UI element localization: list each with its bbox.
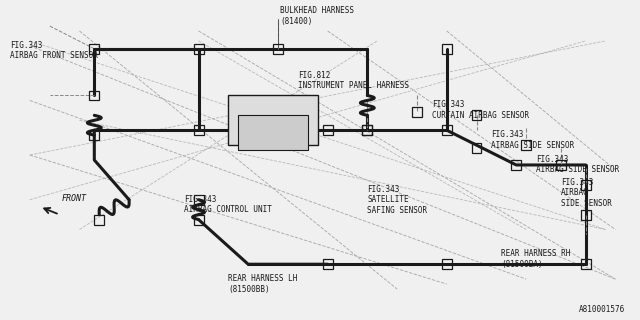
Text: REAR HARNESS RH
(81500BA): REAR HARNESS RH (81500BA) — [501, 249, 571, 269]
Bar — [442, 125, 452, 135]
Bar — [323, 259, 333, 269]
Text: FIG.343
AIRBAG CONTROL UNIT: FIG.343 AIRBAG CONTROL UNIT — [184, 195, 271, 214]
Text: FIG.343
AIRBAG SIDE SENSOR: FIG.343 AIRBAG SIDE SENSOR — [492, 130, 575, 150]
Bar — [580, 259, 591, 269]
Bar — [193, 215, 204, 225]
Bar — [228, 95, 317, 145]
Text: FIG.343
AIRBAG
SIDE SENSOR: FIG.343 AIRBAG SIDE SENSOR — [561, 178, 612, 208]
Text: A810001576: A810001576 — [579, 305, 625, 314]
Text: FRONT: FRONT — [61, 194, 86, 203]
Bar — [273, 44, 283, 54]
Bar — [511, 160, 521, 170]
Text: FIG.343
AIRBAG FRONT SENSOR: FIG.343 AIRBAG FRONT SENSOR — [10, 41, 98, 60]
Bar — [580, 210, 591, 220]
Bar — [412, 108, 422, 117]
Text: FIG.343
SATELLITE
SAFING SENSOR: FIG.343 SATELLITE SAFING SENSOR — [367, 185, 428, 215]
Bar — [238, 115, 308, 150]
Bar — [472, 110, 481, 120]
Text: FIG.812
INSTRUMENT PANEL HARNESS: FIG.812 INSTRUMENT PANEL HARNESS — [298, 71, 409, 90]
Bar — [521, 140, 531, 150]
Bar — [362, 125, 372, 135]
Text: FIG.343
AIRBAG SIDE SENSOR: FIG.343 AIRBAG SIDE SENSOR — [536, 155, 620, 174]
Bar — [556, 160, 566, 170]
Text: FIG.343
CURTAIN AIRBAG SENSOR: FIG.343 CURTAIN AIRBAG SENSOR — [432, 100, 529, 120]
Bar — [90, 130, 99, 140]
Bar — [323, 125, 333, 135]
Bar — [94, 215, 104, 225]
Bar — [90, 44, 99, 54]
Bar — [193, 44, 204, 54]
Bar — [193, 195, 204, 205]
Bar — [193, 125, 204, 135]
Bar — [442, 44, 452, 54]
Bar — [472, 143, 481, 153]
Bar — [580, 180, 591, 190]
Bar — [362, 125, 372, 135]
Text: BULKHEAD HARNESS
(81400): BULKHEAD HARNESS (81400) — [280, 6, 354, 26]
Text: REAR HARNESS LH
(81500BB): REAR HARNESS LH (81500BB) — [228, 274, 298, 293]
Bar — [90, 91, 99, 100]
Bar — [442, 259, 452, 269]
